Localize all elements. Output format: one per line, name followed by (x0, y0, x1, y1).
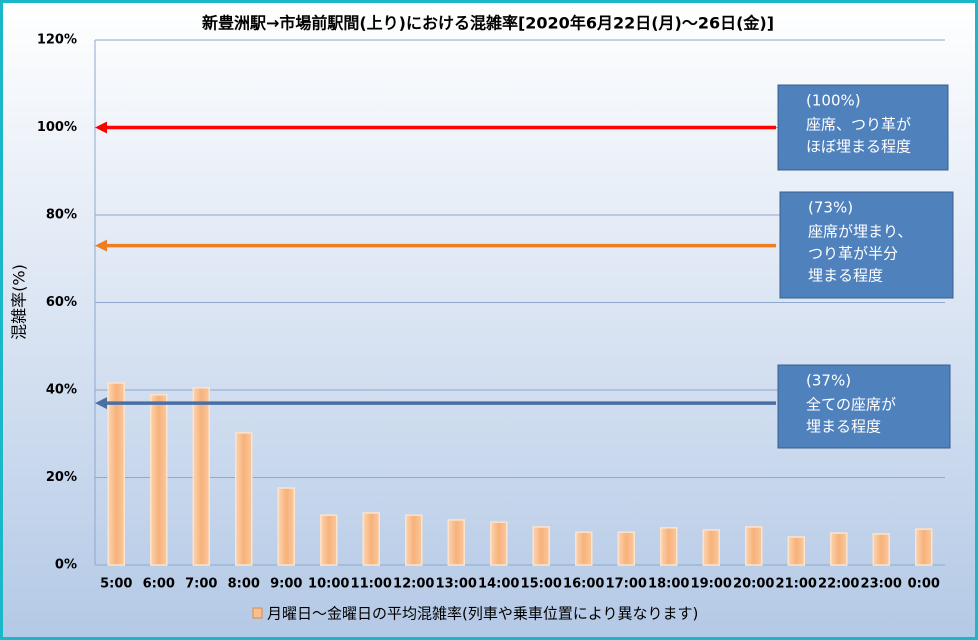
x-tick-label: 6:00 (143, 577, 175, 592)
y-tick-label: 0% (55, 558, 77, 573)
x-tick-label: 11:00 (351, 577, 392, 592)
bar (447, 519, 465, 566)
x-tick-label: 9:00 (270, 577, 302, 592)
bar (107, 382, 125, 566)
callout-text: 座席、つり革が (806, 116, 911, 134)
bar (235, 432, 253, 566)
bar (702, 529, 720, 566)
x-tick-label: 16:00 (563, 577, 604, 592)
arrow-head (95, 121, 107, 134)
callout-value: (100%) (806, 92, 861, 110)
x-tick-label: 15:00 (521, 577, 562, 592)
x-tick-label: 22:00 (818, 577, 859, 592)
x-tick-label: 19:00 (691, 577, 732, 592)
legend-swatch (252, 607, 263, 619)
bar (872, 533, 890, 566)
bar (405, 514, 423, 566)
x-tick-label: 18:00 (648, 577, 689, 592)
bar (575, 531, 593, 566)
y-tick-label: 40% (46, 383, 77, 398)
y-tick-label: 100% (37, 120, 77, 135)
callout-box (777, 84, 949, 171)
x-tick-label: 8:00 (228, 577, 260, 592)
bar (362, 512, 380, 566)
bar (787, 536, 805, 566)
callout-text: つり革が半分 (808, 245, 898, 263)
callout-box (779, 191, 954, 299)
arrow-head (95, 397, 107, 410)
callout-text: 埋まる程度 (806, 418, 881, 436)
callout-value: (37%) (806, 372, 851, 390)
bar (745, 526, 763, 566)
bar (830, 532, 848, 566)
callout-text: 埋まる程度 (808, 267, 883, 285)
chart-title: 新豊洲駅→市場前駅間(上り)における混雑率[2020年6月22日(月)～26日(… (202, 14, 774, 33)
x-tick-label: 7:00 (185, 577, 217, 592)
bar (490, 521, 508, 566)
y-tick-label: 20% (46, 470, 77, 485)
bar (192, 387, 210, 566)
y-tick-label: 60% (46, 295, 77, 310)
legend-label: 月曜日～金曜日の平均混雑率(列車や乗車位置により異なります) (267, 605, 698, 623)
x-tick-label: 17:00 (606, 577, 647, 592)
x-tick-label: 23:00 (861, 577, 902, 592)
x-tick-label: 14:00 (478, 577, 519, 592)
bar (150, 394, 168, 566)
bar (617, 531, 635, 566)
bar (915, 528, 933, 566)
x-tick-label: 20:00 (733, 577, 774, 592)
callout-text: ほぼ埋まる程度 (806, 138, 911, 156)
x-tick-label: 10:00 (308, 577, 349, 592)
x-tick-label: 21:00 (776, 577, 817, 592)
arrow-head (95, 239, 107, 252)
x-tick-label: 0:00 (908, 577, 940, 592)
callout-box (777, 364, 951, 449)
x-tick-label: 12:00 (393, 577, 434, 592)
callout-text: 座席が埋まり、 (808, 223, 912, 241)
callout-value: (73%) (808, 199, 853, 217)
callout-text: 全ての座席が (806, 396, 896, 414)
x-tick-label: 5:00 (100, 577, 132, 592)
bar (532, 526, 550, 566)
bar (660, 527, 678, 566)
x-tick-label: 13:00 (436, 577, 477, 592)
y-tick-label: 120% (37, 33, 77, 48)
bar (320, 514, 338, 566)
bar (277, 487, 295, 566)
y-tick-label: 80% (46, 208, 77, 223)
y-axis-label: 混雑率(%) (10, 264, 29, 340)
